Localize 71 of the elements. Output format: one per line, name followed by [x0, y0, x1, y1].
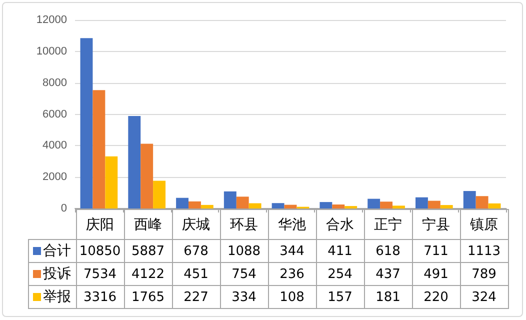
- bar: [200, 204, 214, 208]
- bar: [128, 116, 141, 208]
- data-label: 754: [220, 262, 268, 286]
- bar: [368, 198, 380, 208]
- bar: [332, 204, 345, 208]
- data-label: 1113: [460, 240, 508, 262]
- bar: [476, 196, 488, 208]
- y-tick-label: 6000: [42, 108, 67, 120]
- bar: [463, 191, 476, 208]
- bar: [415, 197, 428, 208]
- x-tick-label: 宁县: [412, 210, 460, 240]
- data-label: 344: [268, 240, 316, 262]
- bar: [272, 203, 284, 208]
- y-tick-label: 4000: [42, 140, 67, 152]
- data-label: 10850: [76, 240, 124, 262]
- bar: [488, 203, 501, 208]
- bar: [248, 203, 262, 208]
- y-tick-label: 10000: [36, 45, 67, 58]
- bar: [380, 202, 393, 208]
- bar: [176, 198, 188, 208]
- x-tick-label: 西峰: [124, 210, 172, 240]
- legend-label: 举报: [28, 286, 76, 308]
- x-tick-label: 环县: [220, 210, 268, 240]
- data-label: 3316: [76, 286, 124, 308]
- bar: [392, 206, 405, 208]
- data-label: 181: [364, 286, 412, 308]
- x-tick-label: 正宁: [364, 210, 412, 240]
- x-tick-label: 合水: [316, 210, 364, 240]
- bar: [236, 196, 249, 208]
- legend-label: 合计: [28, 240, 76, 262]
- bar: [188, 201, 201, 208]
- bar: [428, 200, 440, 208]
- x-tick-label: 庆城: [172, 210, 220, 240]
- data-label: 789: [460, 262, 508, 286]
- x-tick-label: 华池: [268, 210, 316, 240]
- x-tick-label: 镇原: [460, 210, 508, 240]
- x-tick-label: 庆阳: [76, 210, 124, 240]
- data-label: 4122: [124, 262, 172, 286]
- bar: [284, 204, 297, 208]
- y-tick-label: 12000: [36, 14, 67, 26]
- data-label: 618: [364, 240, 412, 262]
- data-label: 7534: [76, 262, 124, 286]
- data-label: 1765: [124, 286, 172, 308]
- data-label: 411: [316, 240, 364, 262]
- data-label: 324: [460, 286, 508, 308]
- bar: [440, 205, 453, 208]
- data-label: 451: [172, 262, 220, 286]
- data-label: 5887: [124, 240, 172, 262]
- bar: [92, 90, 106, 208]
- data-label: 220: [412, 286, 460, 308]
- bar: [80, 38, 93, 208]
- bar: [224, 191, 236, 208]
- data-label: 334: [220, 286, 268, 308]
- data-label: 108: [268, 286, 316, 308]
- data-label: 227: [172, 286, 220, 308]
- data-label: 236: [268, 262, 316, 286]
- y-tick-label: 8000: [42, 76, 67, 89]
- legend-label: 投诉: [28, 262, 76, 286]
- y-tick-label: 2000: [42, 171, 67, 184]
- data-label: 157: [316, 286, 364, 308]
- bar: [105, 156, 118, 208]
- data-label: 1088: [220, 240, 268, 262]
- bar: [320, 202, 332, 208]
- data-label: 491: [412, 262, 460, 286]
- data-label: 254: [316, 262, 364, 286]
- data-label: 711: [412, 240, 460, 262]
- data-label: 437: [364, 262, 412, 286]
- data-label: 678: [172, 240, 220, 262]
- bar: [153, 180, 166, 208]
- bar: [140, 144, 154, 208]
- y-tick-label: 0: [60, 202, 67, 214]
